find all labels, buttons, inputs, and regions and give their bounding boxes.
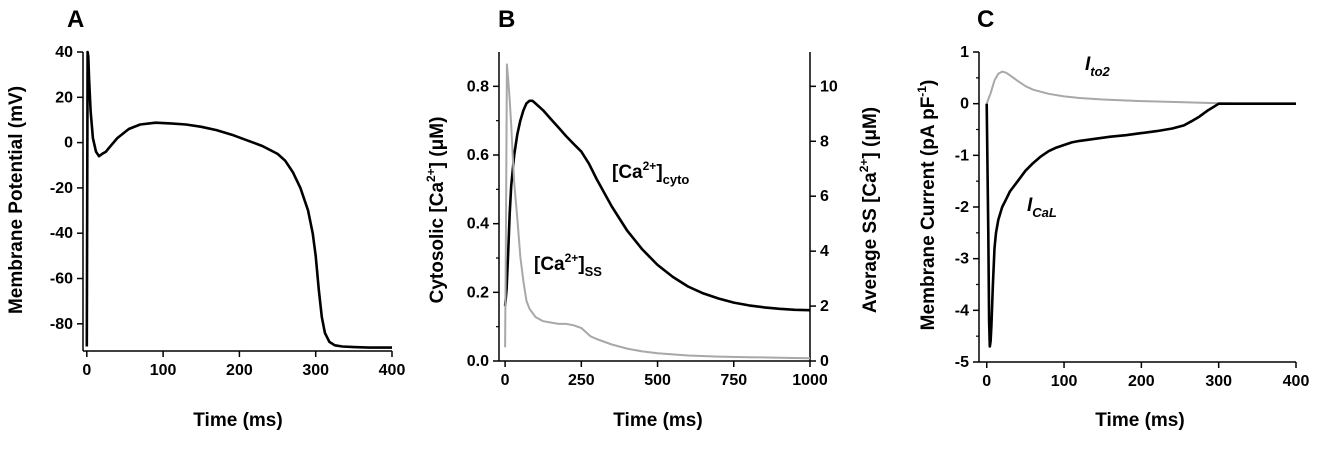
panel-a-x-tick-label: 200 xyxy=(226,362,253,379)
panel-c-y-tick-label: -5 xyxy=(955,354,969,371)
panel-b-ylabel: Cytosolic [Ca2+] (μM) xyxy=(424,117,448,304)
panel-b-x-tick-label: 0 xyxy=(501,372,510,389)
panel-b-y-tick-label: 0.8 xyxy=(467,78,489,95)
panel-b: 0 250 500 750 1000 0.0 0.2 0.4 0.6 0.8 0 2 4 6 8 10 xyxy=(467,52,838,389)
panel-b-y2-tick-label: 0 xyxy=(820,353,829,370)
panel-a-x-tick-label: 100 xyxy=(150,362,177,379)
panel-c-x-tick-label: 400 xyxy=(1283,373,1310,390)
panel-a-x-tick-label: 0 xyxy=(82,362,91,379)
panel-a-ylabel: Membrane Potential (mV) xyxy=(6,86,27,314)
annotation-ca-cyto: [Ca2+]cyto xyxy=(612,159,689,187)
panel-b-y2-tick-label: 10 xyxy=(820,78,838,95)
panel-b-y2-tick-label: 2 xyxy=(820,298,829,315)
panel-b-x-tick-label: 1000 xyxy=(792,372,828,389)
panel-c-xlabel: Time (ms) xyxy=(1095,410,1184,431)
panel-b-y2label: Average SS [Ca2+] (μM) xyxy=(857,107,881,313)
panel-b-series-0-line xyxy=(503,99,811,312)
panel-c-x-tick-label: 200 xyxy=(1128,373,1155,390)
panel-c-x-tick-label: 300 xyxy=(1205,373,1232,390)
panel-c-ylabel: Membrane Current (pA pF-1) xyxy=(915,80,939,331)
panel-b-x-tick-label: 250 xyxy=(568,372,595,389)
panel-a-y-tick-label: 20 xyxy=(55,89,73,106)
panel-b-y-tick-label: 0.0 xyxy=(467,353,489,370)
panel-c-y-tick-label: -2 xyxy=(955,199,969,216)
panel-b-y-tick-label: 0.2 xyxy=(467,284,489,301)
panel-a-y-tick-label: -40 xyxy=(50,225,73,242)
panel-b-y2-tick-label: 6 xyxy=(820,188,829,205)
panel-label-c: C xyxy=(977,6,994,33)
panel-c-ylabel-prefix: Membrane Current (pA pF xyxy=(918,97,939,331)
annotation-ca-ss: [Ca2+]SS xyxy=(534,251,602,279)
panel-b-y2-tick-label: 4 xyxy=(820,243,829,260)
panel-c-x-tick-label: 100 xyxy=(1051,373,1078,390)
panel-c: 0 100 200 300 400 1 0 -1 -2 -3 -4 -5 xyxy=(955,44,1310,390)
panel-a-series-0-line xyxy=(85,50,392,349)
panel-a-x-tick-label: 400 xyxy=(379,362,406,379)
panel-b-y-tick-label: 0.4 xyxy=(467,216,489,233)
panel-c-y-tick-label: 0 xyxy=(960,96,969,113)
panel-a-y-tick-label: -60 xyxy=(50,271,73,288)
panel-a-xlabel: Time (ms) xyxy=(193,410,282,431)
panel-a-y-tick-label: -80 xyxy=(50,316,73,333)
panel-a-y-tick-label: -20 xyxy=(50,180,73,197)
panel-c-y-tick-label: 1 xyxy=(960,44,969,61)
annotation-ical: ICaL xyxy=(1027,195,1057,220)
panel-b-y-tick-label: 0.6 xyxy=(467,147,489,164)
panel-label-a: A xyxy=(67,6,84,33)
panel-b-xlabel: Time (ms) xyxy=(613,410,702,431)
panel-b-series-1-line xyxy=(504,63,811,360)
panel-c-ylabel-suffix: ) xyxy=(918,80,939,86)
panel-c-series-0-line xyxy=(985,70,1296,105)
annotation-ito2: Ito2 xyxy=(1085,54,1111,79)
panel-b-y2-tick-label: 8 xyxy=(820,133,829,150)
panel-c-ylabel-sup: -1 xyxy=(915,86,929,97)
panel-c-x-tick-label: 0 xyxy=(982,373,991,390)
panel-b-x-tick-label: 500 xyxy=(644,372,671,389)
panel-c-y-tick-label: -1 xyxy=(955,147,969,164)
panel-b-x-tick-label: 750 xyxy=(720,372,747,389)
panel-c-y-tick-label: -3 xyxy=(955,251,969,268)
panel-a-y-tick-label: 40 xyxy=(55,44,73,61)
panel-a-y-tick-label: 0 xyxy=(64,135,73,152)
panel-a-x-tick-label: 300 xyxy=(302,362,329,379)
panel-label-b: B xyxy=(498,6,515,33)
panel-c-series-1-line xyxy=(985,102,1296,348)
panel-c-y-tick-label: -4 xyxy=(955,302,969,319)
